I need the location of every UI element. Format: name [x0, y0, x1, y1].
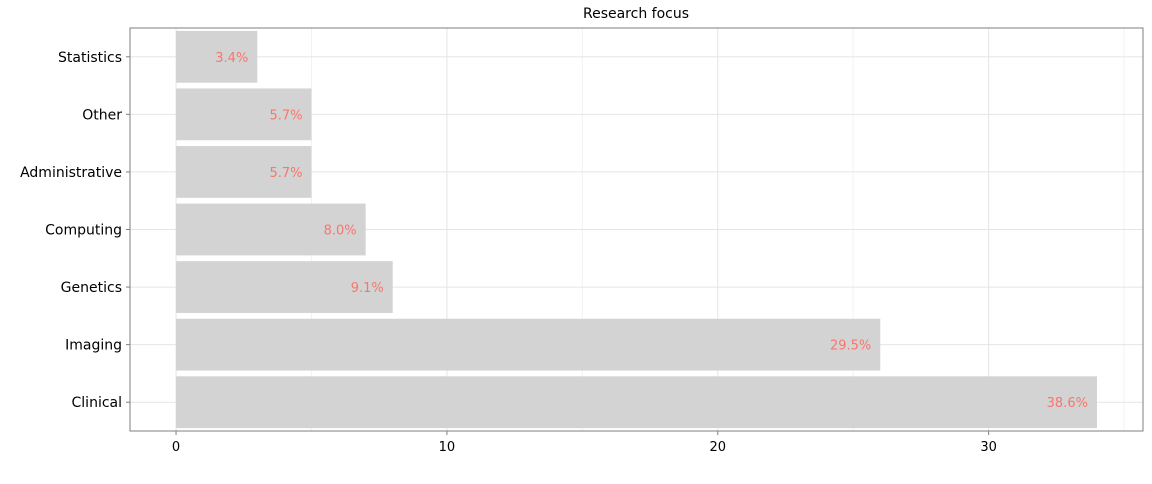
- bar: [176, 261, 393, 313]
- y-tick-label: Administrative: [20, 165, 122, 181]
- data-label: 5.7%: [269, 166, 302, 181]
- x-tick-label: 10: [439, 440, 456, 455]
- y-tick-label: Computing: [45, 223, 122, 239]
- data-label: 38.6%: [1047, 396, 1088, 411]
- bar: [176, 30, 258, 83]
- x-tick-label: 20: [709, 440, 726, 455]
- data-label: 29.5%: [830, 339, 871, 354]
- chart-title: Research focus: [583, 6, 689, 22]
- bar: [176, 318, 881, 371]
- data-label: 8.0%: [324, 224, 357, 239]
- x-axis: 0 10 20 30: [172, 431, 997, 455]
- panel-border: [129, 27, 1144, 432]
- y-axis: Statistics Other Administrative Computing Ge…: [20, 50, 130, 411]
- bar: [176, 376, 1097, 429]
- bar: [176, 146, 312, 198]
- y-tick-label: Clinical: [72, 395, 122, 411]
- data-labels: 3.4% 5.7% 5.7% 8.0% 9.1% 29.5% 38.6%: [215, 51, 1088, 411]
- y-tick-label: Statistics: [58, 50, 122, 66]
- y-tick-label: Other: [82, 107, 122, 123]
- x-tick-label: 0: [172, 440, 180, 455]
- data-label: 3.4%: [215, 51, 248, 66]
- x-tick-label: 30: [980, 440, 997, 455]
- y-tick-label: Imaging: [65, 338, 122, 354]
- data-label: 9.1%: [351, 281, 384, 296]
- bar: [176, 88, 312, 141]
- bar: [176, 203, 366, 256]
- bars: [176, 30, 1097, 429]
- y-tick-label: Genetics: [61, 280, 122, 296]
- data-label: 5.7%: [269, 108, 302, 123]
